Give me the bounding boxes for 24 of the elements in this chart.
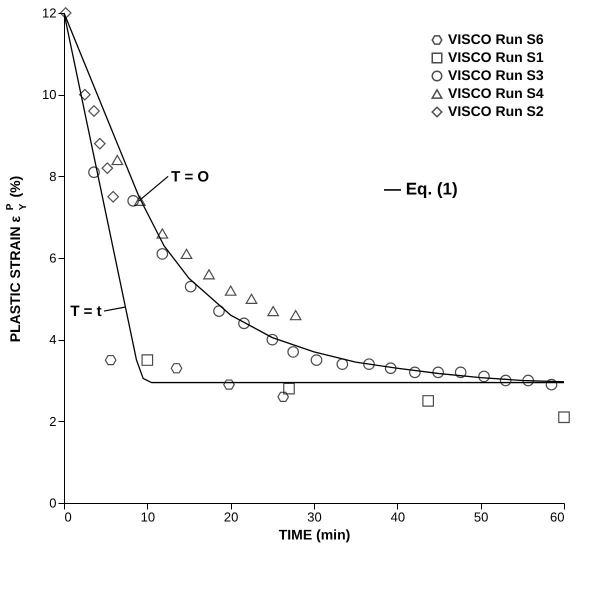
x-tick-label: 30 (307, 510, 322, 524)
y-tick-label: 0 (49, 496, 56, 510)
legend-label: VISCO Run S4 (448, 85, 544, 101)
x-tick-label: 20 (224, 510, 238, 524)
legend-label: VISCO Run S2 (448, 103, 544, 119)
x-tick-label: 60 (550, 510, 564, 524)
legend-label: VISCO Run S6 (448, 31, 544, 47)
annotation: T = t (70, 303, 102, 320)
legend-label: VISCO Run S1 (448, 49, 544, 65)
x-tick-label: 10 (140, 510, 156, 524)
annotation: — Eq. (1) (384, 179, 458, 198)
x-tick-label: 50 (474, 510, 488, 524)
y-tick-label: 2 (49, 414, 56, 429)
x-tick-label: 40 (390, 510, 406, 524)
x-tick-label: 0 (64, 510, 72, 524)
y-tick-label: 12 (42, 6, 56, 20)
y-tick-label: 10 (42, 87, 56, 102)
y-tick-label: 6 (49, 250, 56, 266)
legend-label: VISCO Run S3 (448, 67, 544, 83)
y-tick-label: 8 (49, 168, 56, 184)
y-axis-title: PLASTIC STRAIN εPY (%) (5, 176, 29, 342)
x-axis-title: TIME (min) (278, 526, 350, 542)
annotation: T = O (171, 168, 210, 186)
y-tick-label: 4 (49, 332, 56, 348)
